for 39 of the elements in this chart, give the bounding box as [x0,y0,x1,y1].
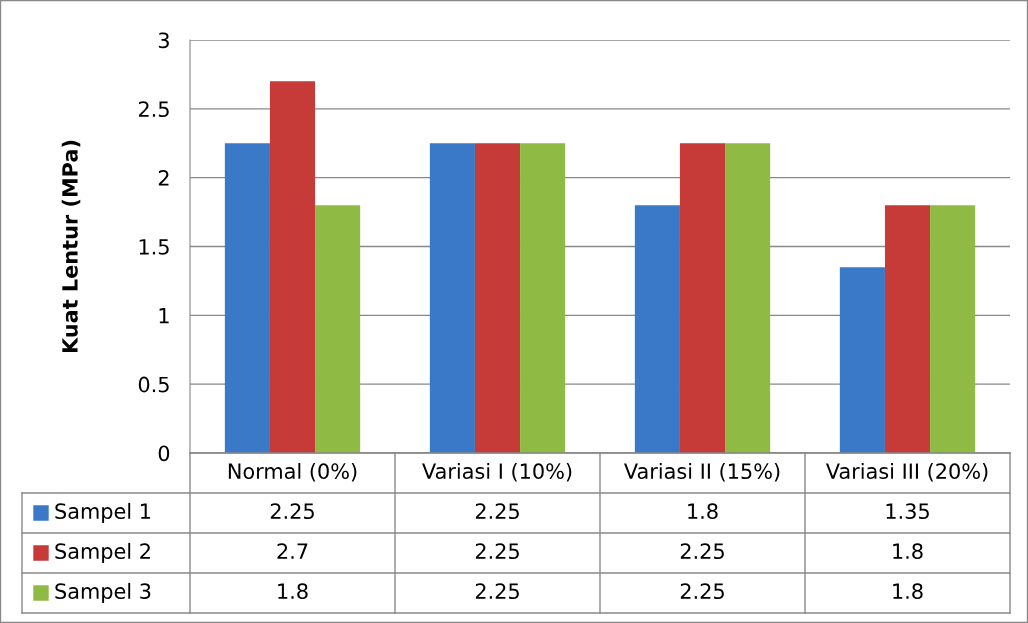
bar [520,143,566,453]
data-label: 2.25 [475,543,519,560]
bar [269,81,316,453]
y-tick-label: 0 [158,445,170,462]
y-tick-label: 2.5 [138,101,169,118]
y-tick-label: 2 [158,170,169,186]
data-label: 2.25 [475,503,519,520]
y-tick-label: 1 [159,308,169,324]
x-tick-label: Variasi I (10%) [422,462,572,482]
bar [930,205,976,453]
x-tick-label: Variasi II (15%) [624,462,780,482]
legend-label: Sampel 3 [55,582,151,604]
bar [474,143,521,453]
data-label: 1.8 [688,503,718,520]
data-label: 2.7 [277,543,308,559]
bar [725,143,771,453]
legend-label: Sampel 2 [55,542,150,564]
bar [884,205,931,453]
data-label: 2.25 [680,543,724,560]
bar [634,205,680,453]
legend-label: Sampel 1 [55,502,151,524]
bar [224,143,270,453]
bar [315,205,361,453]
bar [839,267,885,453]
data-label: 1.8 [893,543,923,560]
y-tick-label: 0.5 [138,376,169,393]
data-label: 1.8 [278,583,308,600]
y-tick-label: 1.5 [139,239,169,255]
y-axis-title: Kuat Lentur (MPa) [61,140,81,353]
data-label: 1.8 [893,583,923,600]
data-label: 2.25 [270,503,314,520]
bar [679,143,726,453]
x-tick-label: Variasi III (20%) [825,462,988,482]
data-label: 2.25 [680,583,724,600]
data-label: 2.25 [475,583,519,600]
x-tick-label: Normal (0%) [228,462,357,482]
bar [429,143,475,453]
y-tick-label: 3 [158,32,169,49]
data-label: 1.35 [886,503,929,520]
